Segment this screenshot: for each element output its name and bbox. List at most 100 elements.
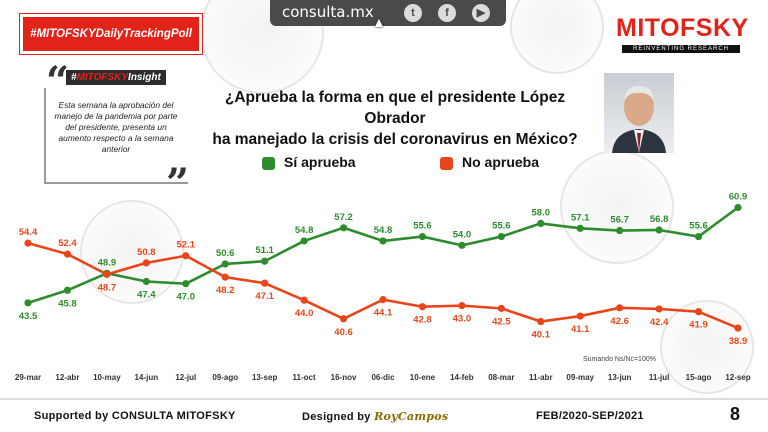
data-label-approve: 54.8 [295,225,314,236]
mitofsky-logo: MITOFSKY [616,14,749,42]
x-tick-label: 10-may [93,373,121,382]
question-title: ¿Aprueba la forma en que el presidente L… [206,88,584,151]
data-label-disapprove: 50.8 [137,247,156,258]
x-tick-label: 10-ene [410,373,436,382]
data-point-approve [616,226,624,235]
data-label-disapprove: 40.1 [532,330,551,341]
data-point-approve [182,280,190,288]
data-label-disapprove: 38.9 [729,336,748,347]
data-label-approve: 55.6 [492,221,511,232]
poll-badge: #MITOFSKYDailyTrackingPoll [20,14,202,54]
data-point-disapprove [182,252,190,260]
data-point-approve [142,277,150,286]
president-photo [604,73,674,153]
series-line-approve [27,206,739,305]
data-label-disapprove: 47.1 [255,291,274,302]
data-point-disapprove [537,317,545,326]
data-label-approve: 45.8 [58,298,77,309]
open-quote-icon: “ [46,58,70,105]
x-tick-label: 13-sep [252,373,277,382]
data-point-approve [655,226,663,234]
data-point-approve [418,232,427,241]
data-point-disapprove [24,239,32,247]
data-point-approve [63,286,72,294]
chart-footnote: Sumando Ns/Nc=100% [583,356,656,363]
data-label-approve: 47.4 [137,290,156,301]
data-point-disapprove [576,312,584,320]
data-point-disapprove [221,273,229,281]
data-label-approve: 60.9 [729,192,748,203]
youtube-icon[interactable]: ▶ [472,4,490,22]
insight-tag: #MITOFSKYInsight [66,70,166,85]
x-tick-label: 08-mar [488,373,514,382]
data-point-approve [261,257,269,265]
top-bar [270,0,506,26]
x-tick-label: 16-nov [331,373,357,382]
x-tick-label: 12-abr [55,373,79,382]
data-label-approve: 48.9 [98,257,117,268]
data-point-disapprove [458,302,466,310]
data-point-approve [497,232,505,241]
data-point-disapprove [142,259,150,267]
data-label-approve: 43.5 [19,311,38,322]
data-label-disapprove: 41.1 [571,324,590,335]
designer-signature: RoyCampos [374,410,449,423]
data-label-approve: 57.2 [334,212,353,223]
data-point-disapprove [261,279,269,287]
x-tick-label: 09-ago [212,373,238,382]
data-point-approve [458,241,466,249]
page-number: 8 [730,404,741,424]
data-point-disapprove [103,270,111,278]
approval-line-chart: 43.5 45.8 48.9 47.4 47.0 50.6 51.1 54.8 57.2 54.8… [15,192,751,382]
x-tick-label: 14-jun [135,373,159,382]
data-label-approve: 55.6 [689,221,708,232]
legend-approve-label: Sí aprueba [284,154,356,170]
facebook-icon[interactable]: f [438,4,456,22]
insight-text: Esta semana la aprobación del manejo de … [54,100,178,155]
x-tick-label: 13-jun [608,373,632,382]
data-point-approve [734,203,742,212]
footer-divider [0,398,768,400]
legend-disapprove-swatch [440,157,453,170]
data-label-disapprove: 42.8 [413,315,432,326]
data-point-disapprove [734,324,742,332]
data-label-disapprove: 44.0 [295,308,314,319]
x-tick-label: 09-may [566,373,594,382]
legend-approve-swatch [262,157,275,170]
question-line-2: ha manejado la crisis del coronavirus en… [212,130,578,148]
data-label-approve: 55.6 [413,221,432,232]
x-tick-label: 11-jul [649,373,669,382]
data-label-disapprove: 54.4 [19,227,38,238]
data-label-disapprove: 40.6 [334,327,353,338]
data-label-approve: 58.0 [532,207,551,218]
x-tick-label: 06-dic [371,373,395,382]
x-tick-label: 11-oct [293,373,316,382]
data-point-approve [537,219,545,228]
x-tick-label: 14-feb [450,373,474,382]
data-point-disapprove [418,303,427,311]
footer-designed: Designed by RoyCampos [302,410,449,423]
data-label-disapprove: 42.6 [610,316,629,327]
data-point-approve [221,260,229,268]
data-point-approve [24,299,32,307]
twitter-icon[interactable]: t [404,4,422,22]
question-line-1: ¿Aprueba la forma en que el presidente L… [224,89,566,127]
data-label-disapprove: 42.5 [492,316,511,327]
x-tick-label: 29-mar [15,373,41,382]
data-label-approve: 54.8 [374,225,393,236]
legend-disapprove-label: No aprueba [462,154,540,170]
x-tick-label: 11-abr [529,373,553,382]
data-point-disapprove [655,305,663,313]
data-point-disapprove [339,315,348,323]
data-point-disapprove [616,304,624,312]
data-label-approve: 54.0 [453,229,472,240]
data-point-disapprove [379,296,387,304]
site-link[interactable]: consulta.mx [282,3,374,21]
data-point-disapprove [694,308,703,316]
data-point-approve [339,224,348,232]
data-label-disapprove: 43.0 [453,314,472,325]
data-label-disapprove: 48.2 [216,285,235,296]
footer-supported: Supported by CONSULTA MITOFSKY [34,410,236,422]
data-point-approve [694,232,703,241]
background-virus-shape [80,200,184,304]
